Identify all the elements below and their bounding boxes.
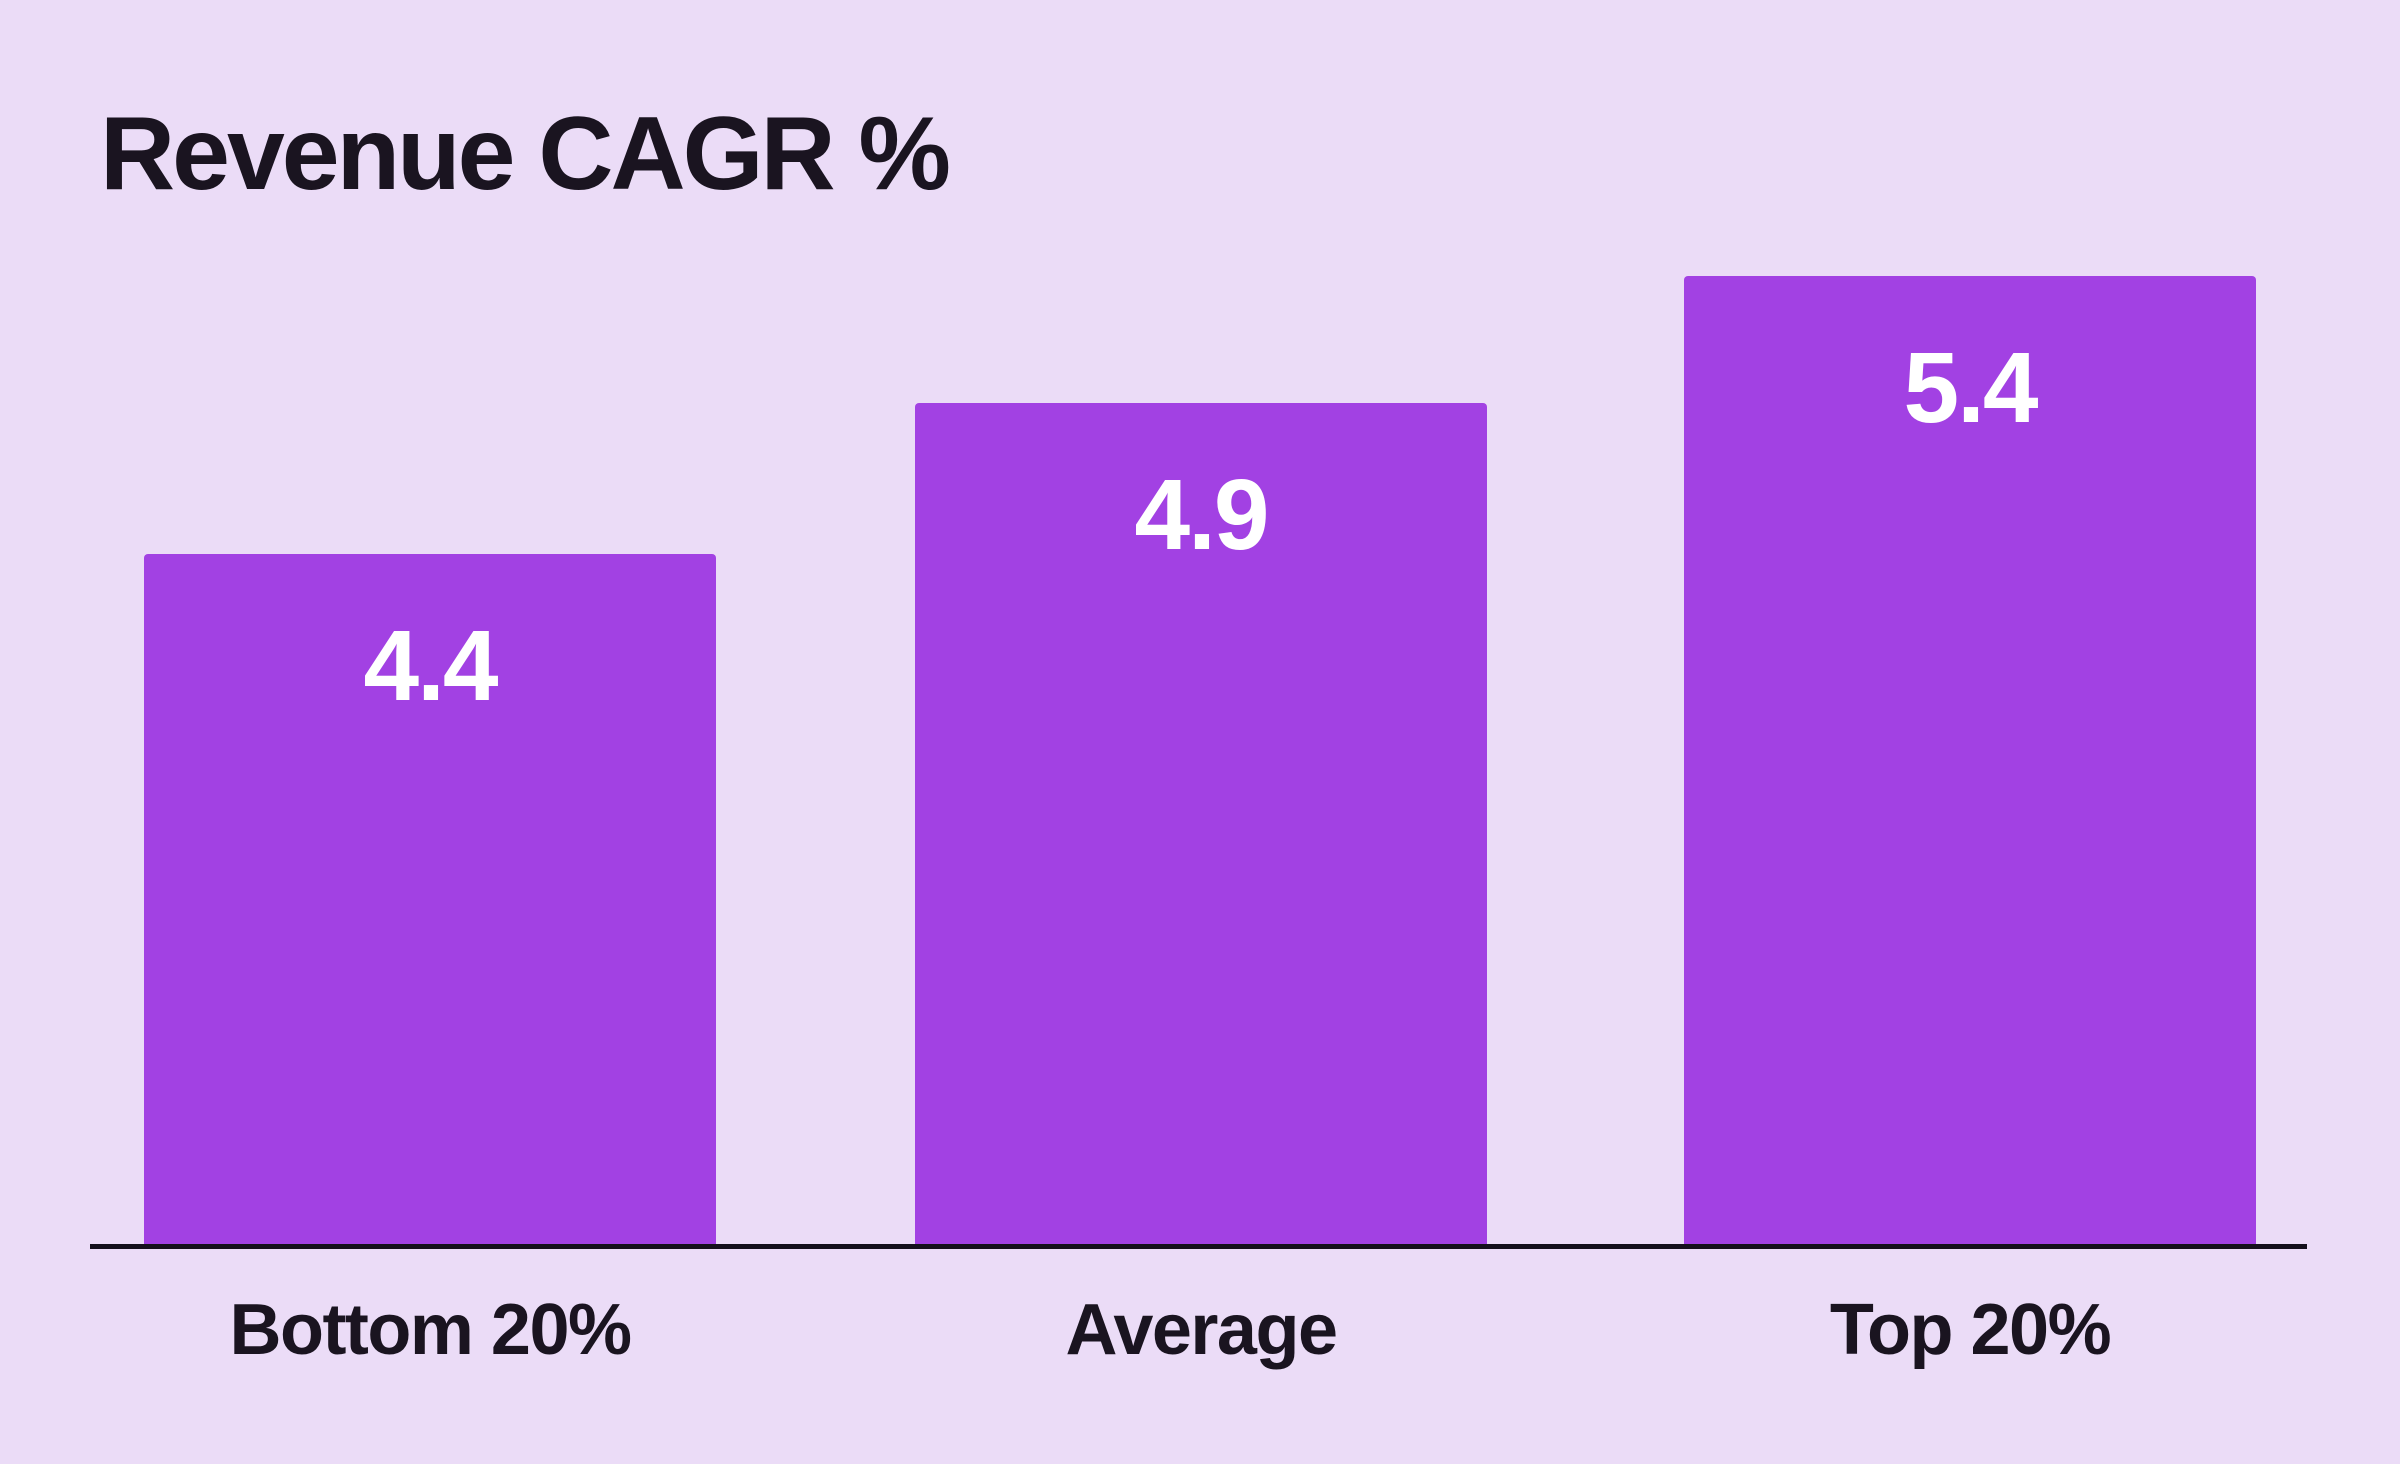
- category-label-bottom-20: Bottom 20%: [229, 1290, 632, 1370]
- bar-average: 4.9: [915, 403, 1487, 1246]
- bar-value-label: 4.9: [1134, 459, 1269, 571]
- bar-value-label: 5.4: [1903, 332, 2038, 444]
- bar-bottom-20: 4.4: [144, 554, 716, 1246]
- chart-title: Revenue CAGR %: [100, 96, 951, 212]
- bar-value-label: 4.4: [363, 610, 498, 722]
- category-label-top-20: Top 20%: [1829, 1290, 2112, 1370]
- x-axis-line: [90, 1244, 2307, 1249]
- bar-top-20: 5.4: [1684, 276, 2256, 1246]
- category-label-average: Average: [1065, 1290, 1339, 1370]
